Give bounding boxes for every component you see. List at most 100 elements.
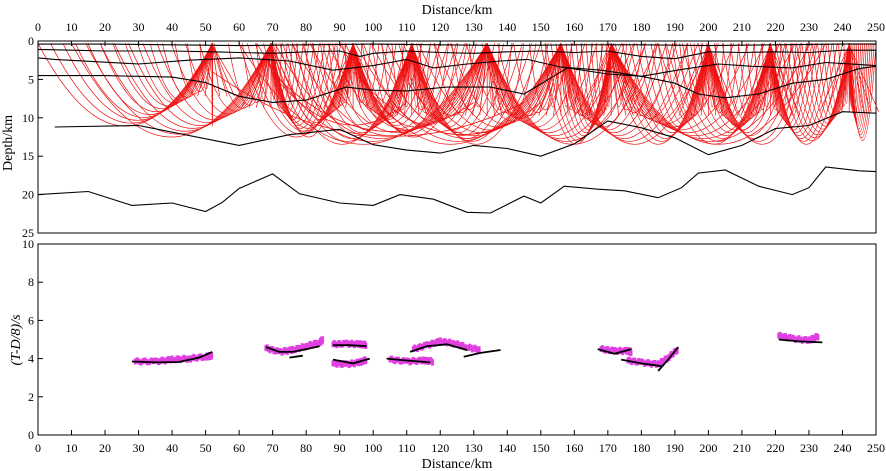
traveltime-y-tick-label: 0 xyxy=(28,428,34,442)
ray-path xyxy=(142,43,272,123)
ray-cone xyxy=(538,44,562,116)
observed-pick xyxy=(170,355,174,362)
ray-cone xyxy=(596,44,612,116)
depth-x-tick-label: 50 xyxy=(200,20,212,34)
observed-pick xyxy=(802,336,806,343)
depth-x-tick-label: 70 xyxy=(267,20,279,34)
ray-path xyxy=(673,43,771,139)
ray-path xyxy=(560,43,667,133)
observed-pick xyxy=(162,357,166,364)
ray-cone xyxy=(486,44,510,116)
observed-pick xyxy=(816,334,820,341)
calculated-traveltimes xyxy=(131,338,823,372)
ray-path xyxy=(398,43,488,119)
ray-cone xyxy=(560,44,577,116)
observed-pick xyxy=(177,355,181,362)
traveltime-x-tick-label: 200 xyxy=(699,441,717,455)
ray-path xyxy=(801,43,850,127)
traveltime-x-axis-title: Distance/km xyxy=(422,457,493,471)
ray-path xyxy=(309,43,488,133)
traveltime-y-tick-label: 8 xyxy=(28,275,34,289)
ray-cone xyxy=(700,44,709,116)
ray-path xyxy=(708,43,763,125)
ray-cone xyxy=(770,44,801,116)
depth-x-tick-label: 200 xyxy=(699,20,717,34)
ray-path xyxy=(689,43,771,133)
traveltime-y-tick-label: 10 xyxy=(22,237,34,251)
ray-cone xyxy=(770,44,793,116)
traveltime-y-axis: 0 2 4 6 8 10 xyxy=(22,237,43,442)
ray-cone xyxy=(263,44,272,108)
ray-path xyxy=(291,43,488,136)
ray-cone xyxy=(486,44,495,116)
ray-path xyxy=(610,43,765,134)
ray-path xyxy=(614,43,709,142)
traveltime-x-tick-label: 70 xyxy=(267,441,279,455)
ray-cone xyxy=(581,44,612,116)
ray-cone xyxy=(389,44,413,116)
ray-path xyxy=(362,43,488,125)
ray-path xyxy=(754,43,771,111)
observed-pick xyxy=(149,357,153,364)
observed-pick xyxy=(799,336,803,343)
observed-pick xyxy=(200,354,204,361)
ray-cone xyxy=(747,44,771,116)
ray-path xyxy=(270,43,326,126)
ray-cone xyxy=(411,44,442,116)
ray-cone xyxy=(211,44,228,97)
calculated-curve xyxy=(409,343,468,353)
observed-pick xyxy=(477,346,481,353)
depth-x-axis-title: Distance/km xyxy=(422,3,493,18)
ray-cone xyxy=(848,44,865,112)
observed-pick xyxy=(168,357,172,364)
deep-ray-path xyxy=(212,71,525,137)
observed-pick xyxy=(408,359,412,366)
observed-pick xyxy=(192,353,196,360)
ray-cone xyxy=(588,44,612,116)
calculated-curve xyxy=(332,357,371,365)
ray-path xyxy=(71,43,272,138)
ray-path xyxy=(629,43,709,136)
ray-path xyxy=(238,43,488,145)
deep-ray-path xyxy=(270,71,474,132)
deep-ray-path xyxy=(352,71,542,135)
ray-cone xyxy=(479,44,488,116)
observed-pick xyxy=(190,355,194,362)
interface-layer-3 xyxy=(38,65,877,103)
traveltime-x-tick-label: 130 xyxy=(465,441,483,455)
ray-path xyxy=(411,43,532,142)
ray-path xyxy=(391,43,413,111)
observed-pick xyxy=(648,360,652,367)
ray-cone xyxy=(411,44,420,116)
depth-x-tick-label: 80 xyxy=(300,20,312,34)
observed-pick xyxy=(158,358,162,365)
ray-cone xyxy=(486,44,517,116)
ray-cone xyxy=(740,44,771,116)
traveltime-panel-frame xyxy=(37,243,877,436)
interface-layer-4 xyxy=(37,57,877,77)
ray-path xyxy=(610,43,750,131)
ray-cone xyxy=(204,44,213,97)
ray-cone xyxy=(708,44,724,116)
observed-pick xyxy=(202,354,206,361)
ray-cone xyxy=(182,44,213,97)
depth-y-tick-label: 20 xyxy=(22,188,34,202)
depth-x-tick-label: 0 xyxy=(35,20,41,34)
observed-pick xyxy=(675,347,679,354)
traveltime-x-tick-label: 140 xyxy=(498,441,516,455)
depth-x-tick-label: 10 xyxy=(66,20,78,34)
depth-y-tick-label: 0 xyxy=(28,34,34,48)
ray-cone xyxy=(848,44,872,112)
ray-path xyxy=(113,43,272,129)
ray-cone xyxy=(323,44,354,108)
traveltime-x-tick-label: 30 xyxy=(133,441,145,455)
observed-pick xyxy=(393,358,397,365)
calculated-curve xyxy=(289,354,303,359)
calculated-curve xyxy=(386,357,431,364)
ray-path xyxy=(418,43,562,131)
observed-pick xyxy=(804,336,808,343)
depth-x-tick-label: 240 xyxy=(833,20,851,34)
depth-x-tick-label: 90 xyxy=(334,20,346,34)
ray-path xyxy=(848,43,877,141)
